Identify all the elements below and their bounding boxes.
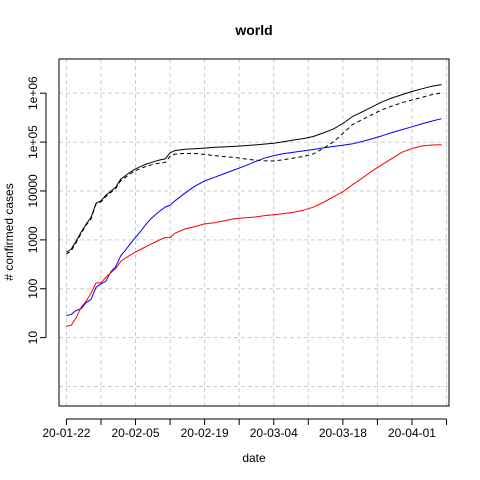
series-layer (66, 84, 442, 327)
x-axis-label: date (242, 451, 266, 465)
y-axis-label: # confirmed cases (2, 183, 16, 280)
y-tick-label: 100 (26, 278, 40, 298)
y-tick-label: 10000 (26, 174, 40, 208)
series-line-deaths (66, 144, 442, 327)
y-tick-label: 1e+05 (26, 125, 40, 159)
grid (59, 59, 449, 406)
x-axis: 20-01-22 20-02-05 20-02-19 20-03-04 20-03-18… (42, 418, 448, 440)
series-line-recovered (66, 118, 442, 317)
chart-title: world (234, 22, 272, 38)
x-tick-label: 20-03-18 (319, 426, 367, 440)
y-tick-label: 10 (26, 331, 40, 345)
y-axis: 10 100 1000 10000 1e+05 1e+06 (26, 76, 47, 345)
x-tick-label: 20-02-05 (111, 426, 159, 440)
x-tick-label: 20-02-19 (181, 426, 229, 440)
series-line-confirmed (66, 84, 442, 253)
y-tick-label: 1e+06 (26, 76, 40, 110)
series-line-active (66, 92, 442, 255)
x-tick-label: 20-04-01 (388, 426, 436, 440)
plot-frame (58, 58, 450, 407)
y-tick-label: 1000 (26, 226, 40, 253)
x-tick-label: 20-01-22 (42, 426, 90, 440)
x-tick-label: 20-03-04 (250, 426, 298, 440)
